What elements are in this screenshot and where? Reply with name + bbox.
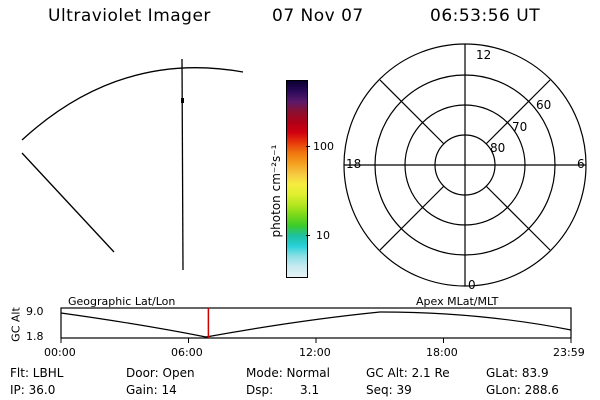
colorbar-tick-10-mark (306, 235, 310, 236)
altitude-curve (60, 311, 572, 338)
color-scale-bar (286, 80, 308, 278)
timeline-x-tick-2359: 23:59 (553, 346, 585, 359)
mlat-label-70: 70 (512, 120, 528, 134)
info-seq: Seq: 39 (366, 383, 412, 397)
info-gain: Gain: 14 (126, 383, 177, 397)
map-arc (21, 67, 244, 141)
mlt-label-0: 0 (468, 278, 476, 292)
timeline-y-tick-1-8: 1.8 (26, 330, 44, 343)
polar-diagonal-nw (379, 79, 445, 145)
timeline-frame (60, 307, 572, 339)
info-door: Door: Open (126, 366, 195, 380)
mlt-label-12: 12 (476, 48, 492, 62)
mlt-label-6: 6 (577, 157, 585, 171)
polar-diagonal-se (485, 185, 551, 251)
polar-diagonal-ne (485, 79, 551, 145)
info-mode: Mode: Normal (246, 366, 330, 380)
timeline-x-tick-0600: 06:00 (171, 346, 203, 359)
map-diagonal (21, 152, 115, 253)
mlat-label-60: 60 (536, 98, 552, 112)
info-flt: Flt: LBHL (10, 366, 64, 380)
info-dsp-label: Dsp: (246, 383, 274, 397)
map-marker (181, 98, 184, 103)
timeline-y-tick-9: 9.0 (26, 305, 44, 318)
observation-time: 06:53:56 UT (430, 6, 541, 26)
mlt-label-18: 18 (346, 157, 362, 171)
timeline-right-title: Apex MLat/MLT (416, 295, 499, 308)
info-ip: IP: 36.0 (10, 383, 56, 397)
observation-date: 07 Nov 07 (272, 6, 364, 26)
map-meridian (181, 58, 184, 271)
info-gc-alt: GC Alt: 2.1 Re (366, 366, 450, 380)
timeline-x-tick-0000: 00:00 (44, 346, 76, 359)
colorbar-tick-100-mark (306, 146, 310, 147)
timeline-x-tick-1800: 18:00 (426, 346, 458, 359)
polar-diagonal-sw (379, 185, 445, 251)
timeline-left-title: Geographic Lat/Lon (68, 295, 176, 308)
colorbar-tick-10: 10 (316, 229, 330, 242)
colorbar-tick-100: 100 (313, 140, 334, 153)
info-dsp-value: 3.1 (300, 383, 320, 397)
mlat-label-80: 80 (490, 141, 506, 155)
timeline-x-tick-1200: 12:00 (299, 346, 331, 359)
info-glat: GLat: 83.9 (486, 366, 549, 380)
instrument-title: Ultraviolet Imager (48, 6, 211, 26)
info-glon: GLon: 288.6 (486, 383, 559, 397)
